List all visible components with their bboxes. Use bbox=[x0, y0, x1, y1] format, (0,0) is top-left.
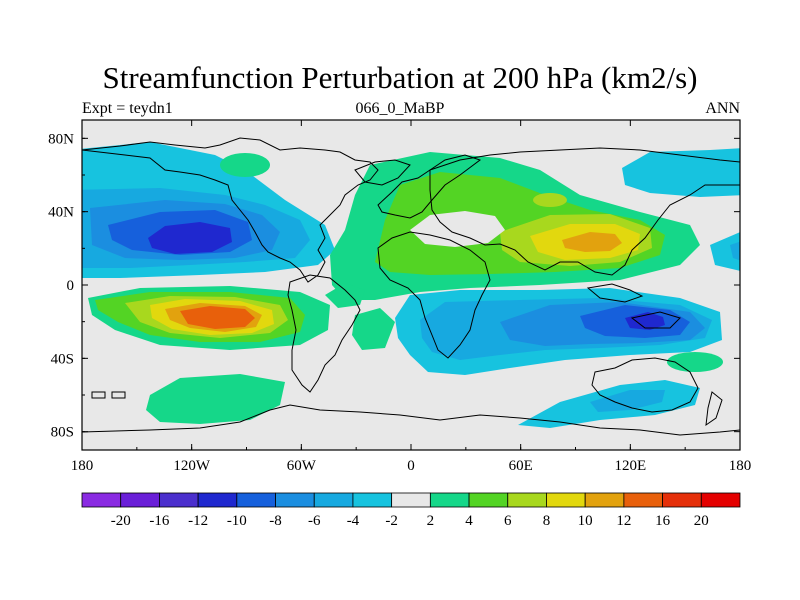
x-tick-label: 60W bbox=[287, 458, 317, 474]
y-tick-label: 80S bbox=[51, 425, 74, 441]
colorbar-swatch bbox=[275, 492, 315, 508]
colorbar-swatch bbox=[584, 492, 625, 508]
coastline-asia bbox=[429, 147, 740, 276]
colorbar-label: -8 bbox=[269, 513, 282, 529]
colorbar-swatch bbox=[468, 492, 509, 508]
colorbar-label: 8 bbox=[543, 513, 551, 529]
x-tick-label: 180 bbox=[729, 458, 752, 474]
colorbar-swatch bbox=[507, 492, 547, 508]
colorbar-label: -6 bbox=[308, 513, 321, 529]
coastline-australia bbox=[591, 357, 699, 413]
x-tick-label: 0 bbox=[407, 458, 415, 474]
colorbar-label: -20 bbox=[111, 513, 131, 529]
contour-region bbox=[667, 352, 723, 372]
subtitle-left: Expt = teydn1 bbox=[82, 100, 173, 117]
colorbar-swatch bbox=[429, 492, 470, 508]
contour-region bbox=[590, 390, 665, 412]
colorbar-label: 20 bbox=[694, 513, 709, 529]
coastline-europe bbox=[377, 154, 482, 219]
colorbar-label: 4 bbox=[465, 513, 473, 529]
coastline-antarctica bbox=[82, 404, 740, 436]
x-tick-label: 120W bbox=[173, 458, 211, 474]
coastline-south-america bbox=[287, 274, 361, 393]
colorbar-swatch bbox=[700, 492, 741, 508]
coastline-island bbox=[91, 391, 126, 399]
colorbar-label: -12 bbox=[188, 513, 208, 529]
contour-fill bbox=[82, 142, 740, 428]
colorbar-label: 2 bbox=[427, 513, 435, 529]
colorbar-swatch bbox=[236, 492, 276, 508]
colorbar-swatch bbox=[623, 492, 663, 508]
chart-title: Streamfunction Perturbation at 200 hPa (… bbox=[102, 60, 698, 95]
colorbar-label: -4 bbox=[347, 513, 360, 529]
coastline-new-guinea bbox=[630, 311, 681, 329]
colorbar-swatch bbox=[662, 492, 702, 508]
colorbar-swatch bbox=[352, 492, 393, 508]
colorbar-label: 16 bbox=[655, 513, 671, 529]
contour-region bbox=[148, 222, 232, 254]
colorbar-label: 12 bbox=[616, 513, 631, 529]
contour-region bbox=[220, 153, 270, 177]
contour-region bbox=[710, 232, 740, 271]
y-tick-label: 0 bbox=[67, 278, 75, 294]
colorbar-label: -10 bbox=[227, 513, 247, 529]
coastline-africa bbox=[377, 231, 491, 359]
subtitle-center: 066_0_MaBP bbox=[355, 100, 445, 117]
coastline-maritime bbox=[586, 283, 644, 303]
colorbar-swatch bbox=[120, 492, 160, 508]
colorbar-swatch bbox=[197, 492, 238, 508]
colorbar-swatch bbox=[81, 492, 122, 508]
contour-region bbox=[352, 308, 395, 350]
colorbar-label: 10 bbox=[578, 513, 593, 529]
subtitle-right: ANN bbox=[705, 100, 740, 117]
contour-region bbox=[533, 193, 567, 207]
x-tick-label: 120E bbox=[614, 458, 646, 474]
colorbar-swatch bbox=[391, 492, 431, 508]
contour-region bbox=[325, 283, 365, 308]
coastlines bbox=[82, 137, 740, 436]
contour-region bbox=[730, 241, 740, 261]
colorbar: -20 -16 -12 -10 -8 -6 -4 -2 2 4 6 8 10 12 16 20 bbox=[81, 492, 741, 529]
coastline-greenland bbox=[354, 159, 411, 186]
y-tick-label: 40S bbox=[51, 351, 74, 367]
contour-region bbox=[180, 306, 255, 329]
colorbar-label: -16 bbox=[149, 513, 169, 529]
coastline-north-america bbox=[82, 137, 379, 283]
colorbar-label: -2 bbox=[385, 513, 398, 529]
y-tick-label: 40N bbox=[48, 205, 74, 221]
x-tick-label: 60E bbox=[509, 458, 533, 474]
axes: 180 120W 60W 0 60E 120E 180 80N 40N 0 40S 80S bbox=[48, 120, 751, 474]
colorbar-swatch bbox=[546, 492, 586, 508]
colorbar-label: 6 bbox=[504, 513, 512, 529]
contour-region bbox=[146, 374, 285, 424]
contour-region bbox=[562, 232, 622, 252]
colorbar-swatch bbox=[313, 492, 354, 508]
x-tick-label: 180 bbox=[71, 458, 94, 474]
contour-hole bbox=[410, 211, 505, 247]
coastline-new-zealand bbox=[705, 391, 723, 427]
contour-region bbox=[625, 312, 665, 330]
y-tick-label: 80N bbox=[48, 131, 74, 147]
colorbar-swatch bbox=[159, 492, 199, 508]
